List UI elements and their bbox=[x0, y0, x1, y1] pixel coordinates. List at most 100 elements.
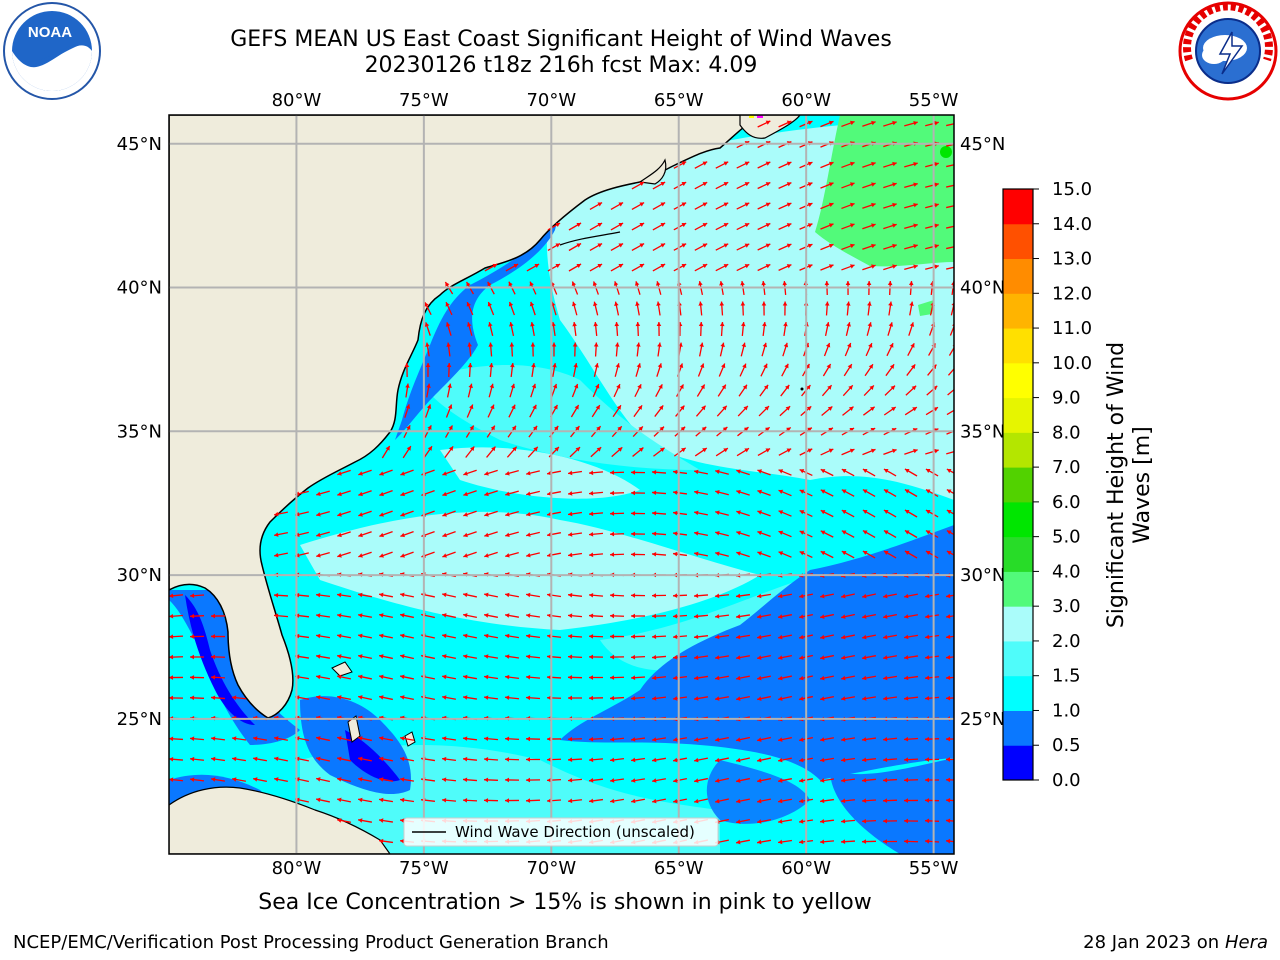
wave-arrowhead bbox=[925, 798, 930, 803]
wave-arrowhead bbox=[715, 798, 720, 804]
wave-arrowhead bbox=[762, 322, 767, 327]
wave-arrowhead bbox=[610, 798, 615, 804]
wave-arrowhead bbox=[589, 531, 594, 537]
colorbar-tick-label: 14.0 bbox=[1052, 214, 1092, 235]
wave-arrowhead bbox=[652, 798, 657, 804]
wave-arrowhead bbox=[765, 243, 771, 248]
wave-arrowhead bbox=[849, 428, 855, 432]
wave-arrowhead bbox=[526, 552, 531, 558]
wave-arrowhead bbox=[778, 798, 783, 804]
wave-arrowhead bbox=[850, 161, 855, 167]
wave-arrowhead bbox=[631, 634, 636, 639]
wave-arrowhead bbox=[547, 633, 552, 639]
wave-arrowhead bbox=[722, 427, 728, 432]
wave-arrowhead bbox=[743, 427, 749, 432]
wave-arrowhead bbox=[736, 551, 741, 556]
wave-arrowhead bbox=[660, 182, 666, 187]
wave-arrowhead bbox=[337, 592, 342, 598]
wave-arrowhead bbox=[274, 736, 279, 741]
wave-arrowhead bbox=[867, 301, 872, 306]
wave-arrowhead bbox=[589, 511, 594, 517]
wave-arrowhead bbox=[673, 531, 678, 536]
wave-arrowhead bbox=[764, 406, 769, 411]
wave-arrowhead bbox=[934, 121, 939, 126]
wave-arrowhead bbox=[509, 322, 514, 327]
wave-arrowhead bbox=[736, 614, 741, 619]
wave-arrowhead bbox=[723, 182, 729, 187]
wave-arrowhead bbox=[757, 737, 762, 742]
wave-arrowhead bbox=[379, 695, 384, 700]
wave-arrowhead bbox=[652, 757, 657, 763]
wave-arrowhead bbox=[925, 838, 930, 844]
wave-arrowhead bbox=[463, 654, 468, 659]
wave-arrowhead bbox=[673, 634, 678, 640]
wave-arrowhead bbox=[316, 491, 321, 497]
wave-arrowhead bbox=[799, 798, 804, 804]
wave-arrowhead bbox=[871, 202, 876, 208]
lat-labels-right: 45°N 40°N 35°N 30°N 25°N bbox=[960, 134, 1005, 730]
wave-arrowhead bbox=[400, 471, 405, 476]
wave-arrowhead bbox=[232, 736, 237, 741]
wave-arrowhead bbox=[946, 798, 951, 803]
wave-arrowhead bbox=[487, 281, 492, 287]
wave-arrowhead bbox=[358, 633, 363, 639]
wave-arrowhead bbox=[827, 385, 832, 390]
wave-arrowhead bbox=[820, 634, 825, 640]
wave-arrowhead bbox=[778, 819, 783, 824]
wave-arrowhead bbox=[820, 530, 826, 535]
colorbar-segment bbox=[1003, 536, 1033, 572]
wave-arrowhead bbox=[610, 634, 615, 639]
wave-arrowhead bbox=[400, 532, 405, 538]
wave-arrowhead bbox=[526, 674, 531, 680]
wave-arrowhead bbox=[358, 532, 363, 538]
wave-arrowhead bbox=[673, 778, 678, 783]
wave-arrow bbox=[946, 184, 954, 188]
wave-arrowhead bbox=[681, 182, 687, 187]
wave-arrowhead bbox=[526, 777, 531, 783]
wave-arrowhead bbox=[955, 203, 959, 207]
wave-arrowhead bbox=[694, 778, 699, 783]
wave-arrowhead bbox=[424, 302, 429, 307]
wave-arrowhead bbox=[715, 634, 720, 640]
wave-arrowhead bbox=[799, 778, 804, 783]
lat-label-left: 40°N bbox=[117, 278, 162, 299]
lon-label-top: 70°W bbox=[526, 90, 576, 111]
wave-arrowhead bbox=[757, 469, 762, 474]
wave-arrowhead bbox=[427, 446, 432, 451]
wave-arrowhead bbox=[232, 777, 237, 782]
colorbar-segment bbox=[1003, 606, 1033, 642]
wave-arrowhead bbox=[652, 593, 657, 598]
wave-arrowhead bbox=[513, 264, 519, 269]
wave-arrowhead bbox=[744, 182, 750, 187]
colorbar-tick-label: 12.0 bbox=[1052, 283, 1092, 304]
wave-arrowhead bbox=[799, 489, 805, 494]
colorbar-tick-label: 10.0 bbox=[1052, 353, 1092, 374]
lon-label-top: 65°W bbox=[654, 90, 704, 111]
wave-arrowhead bbox=[547, 675, 552, 680]
wave-arrowhead bbox=[652, 654, 657, 660]
colorbar: 0.0 0.5 1.0 1.5 2.0 3.0 4.0 5.0 6.0 7.0 8.0 9.0 10.0… bbox=[1002, 179, 1092, 791]
wave-arrow bbox=[947, 388, 954, 396]
wave-arrowhead bbox=[470, 446, 475, 452]
wave-arrowhead bbox=[488, 342, 494, 347]
wave-arrowhead bbox=[888, 301, 893, 306]
wave-arrowhead bbox=[850, 182, 855, 187]
lon-label-bottom: 65°W bbox=[654, 858, 704, 879]
wave-arrowhead bbox=[379, 613, 384, 618]
wave-arrowhead bbox=[316, 613, 321, 618]
wave-arrowhead bbox=[870, 428, 876, 433]
wave-arrowhead bbox=[652, 551, 657, 557]
wave-arrowhead bbox=[610, 613, 615, 619]
wave-arrowhead bbox=[757, 798, 762, 804]
wave-arrowhead bbox=[871, 264, 876, 269]
wave-arrowhead bbox=[765, 223, 771, 228]
wave-arrowhead bbox=[955, 162, 959, 166]
wave-arrowhead bbox=[400, 797, 405, 803]
wave-arrowhead bbox=[484, 756, 489, 762]
wave-arrowhead bbox=[946, 469, 952, 474]
wave-arrowhead bbox=[723, 161, 729, 166]
wave-arrowhead bbox=[715, 757, 720, 763]
wave-arrowhead bbox=[660, 243, 666, 248]
wave-arrowhead bbox=[652, 778, 657, 783]
